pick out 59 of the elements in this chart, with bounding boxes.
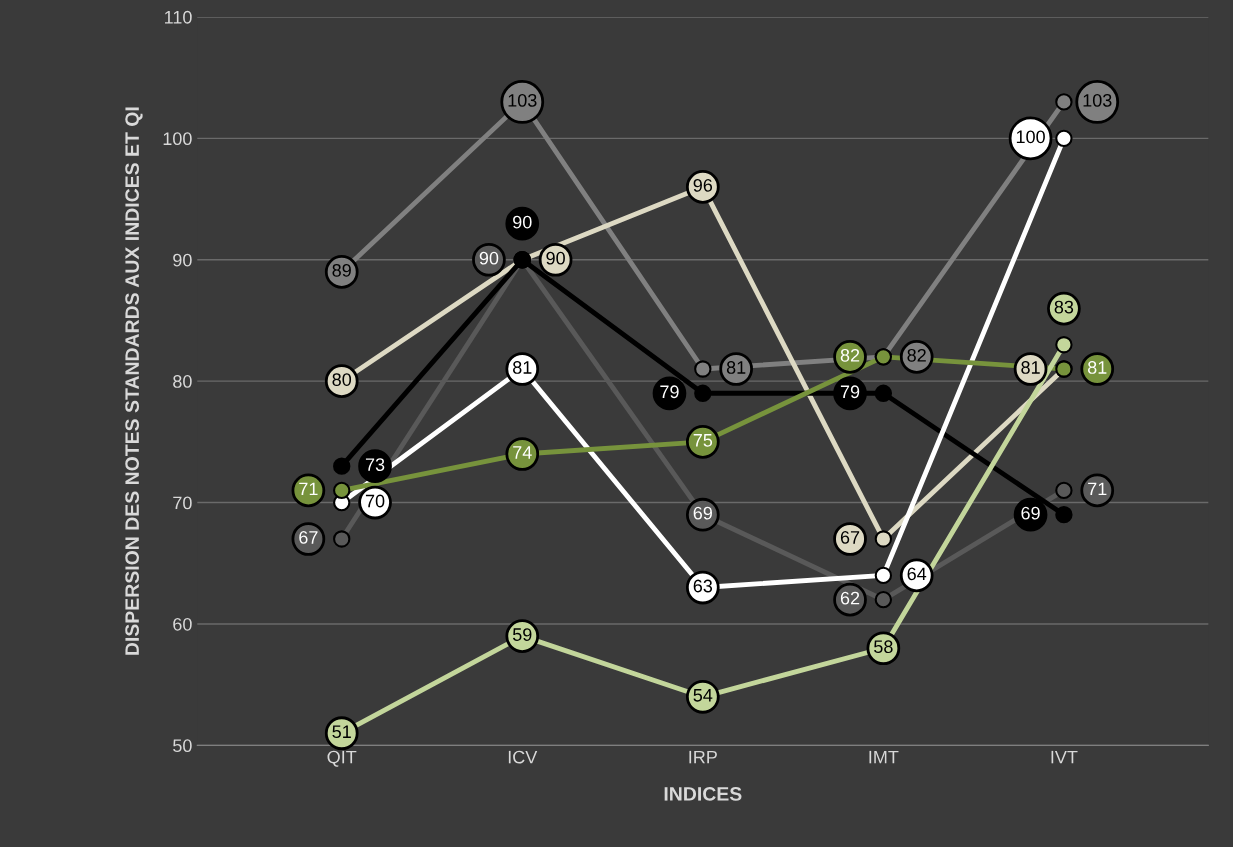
data-label: 67 bbox=[840, 531, 860, 544]
y-axis-title: DISPERSION DES NOTES STANDARDS AUX INDICES ET QI bbox=[125, 107, 143, 655]
data-label: 81 bbox=[513, 361, 532, 374]
y-tick-label: 100 bbox=[163, 132, 192, 146]
data-label: 80 bbox=[332, 373, 352, 386]
x-tick-label: IRP bbox=[689, 750, 717, 764]
data-label: 71 bbox=[299, 482, 318, 496]
point bbox=[333, 457, 351, 475]
data-label: 81 bbox=[1087, 361, 1107, 374]
point bbox=[1055, 129, 1073, 148]
data-label: 62 bbox=[840, 591, 860, 605]
y-tick-label: 110 bbox=[165, 10, 192, 24]
data-label: 79 bbox=[660, 385, 679, 399]
x-tick-label: ICV bbox=[508, 750, 538, 764]
data-label: 75 bbox=[693, 434, 713, 447]
data-label: 81 bbox=[726, 361, 746, 374]
y-tick-label: 70 bbox=[173, 496, 192, 510]
data-label: 74 bbox=[513, 446, 532, 459]
data-label: 58 bbox=[874, 640, 893, 654]
data-label: 83 bbox=[1054, 300, 1074, 314]
data-label: 90 bbox=[479, 251, 499, 265]
data-label: 54 bbox=[693, 689, 713, 702]
point bbox=[874, 384, 893, 402]
data-label: 63 bbox=[693, 579, 713, 593]
data-label: 79 bbox=[840, 385, 860, 399]
point bbox=[1055, 481, 1073, 500]
point bbox=[874, 566, 893, 585]
data-label: 64 bbox=[907, 567, 927, 581]
data-label: 100 bbox=[1016, 130, 1045, 144]
data-label: 69 bbox=[1021, 506, 1040, 520]
y-tick-label: 60 bbox=[173, 617, 192, 631]
x-tick-label: IVT bbox=[1051, 750, 1078, 764]
y-tick-label: 90 bbox=[173, 253, 192, 267]
point bbox=[694, 384, 712, 402]
y-tick-label: 50 bbox=[173, 739, 192, 753]
data-label: 67 bbox=[299, 531, 318, 544]
data-label: 103 bbox=[1083, 93, 1112, 107]
y-tick-label: 80 bbox=[173, 375, 192, 388]
data-label: 71 bbox=[1088, 482, 1107, 496]
x-axis-title: INDICES bbox=[664, 787, 742, 801]
x-tick-label: QIT bbox=[327, 750, 357, 767]
data-label: 69 bbox=[693, 506, 712, 520]
data-label: 89 bbox=[332, 263, 351, 277]
point bbox=[1055, 506, 1073, 524]
data-label: 82 bbox=[907, 348, 926, 362]
data-label: 51 bbox=[332, 725, 351, 739]
point bbox=[333, 481, 351, 500]
point bbox=[333, 530, 351, 548]
data-label: 81 bbox=[1021, 361, 1040, 374]
data-label: 70 bbox=[365, 494, 385, 508]
data-label: 59 bbox=[512, 628, 532, 641]
data-label: 82 bbox=[840, 348, 860, 362]
data-label: 96 bbox=[693, 178, 713, 192]
data-label: 90 bbox=[546, 251, 565, 265]
data-label: 103 bbox=[508, 93, 537, 107]
data-label: 73 bbox=[365, 458, 385, 471]
data-label: 90 bbox=[513, 215, 532, 229]
x-tick-label: IMT bbox=[869, 750, 899, 764]
point bbox=[874, 591, 893, 609]
